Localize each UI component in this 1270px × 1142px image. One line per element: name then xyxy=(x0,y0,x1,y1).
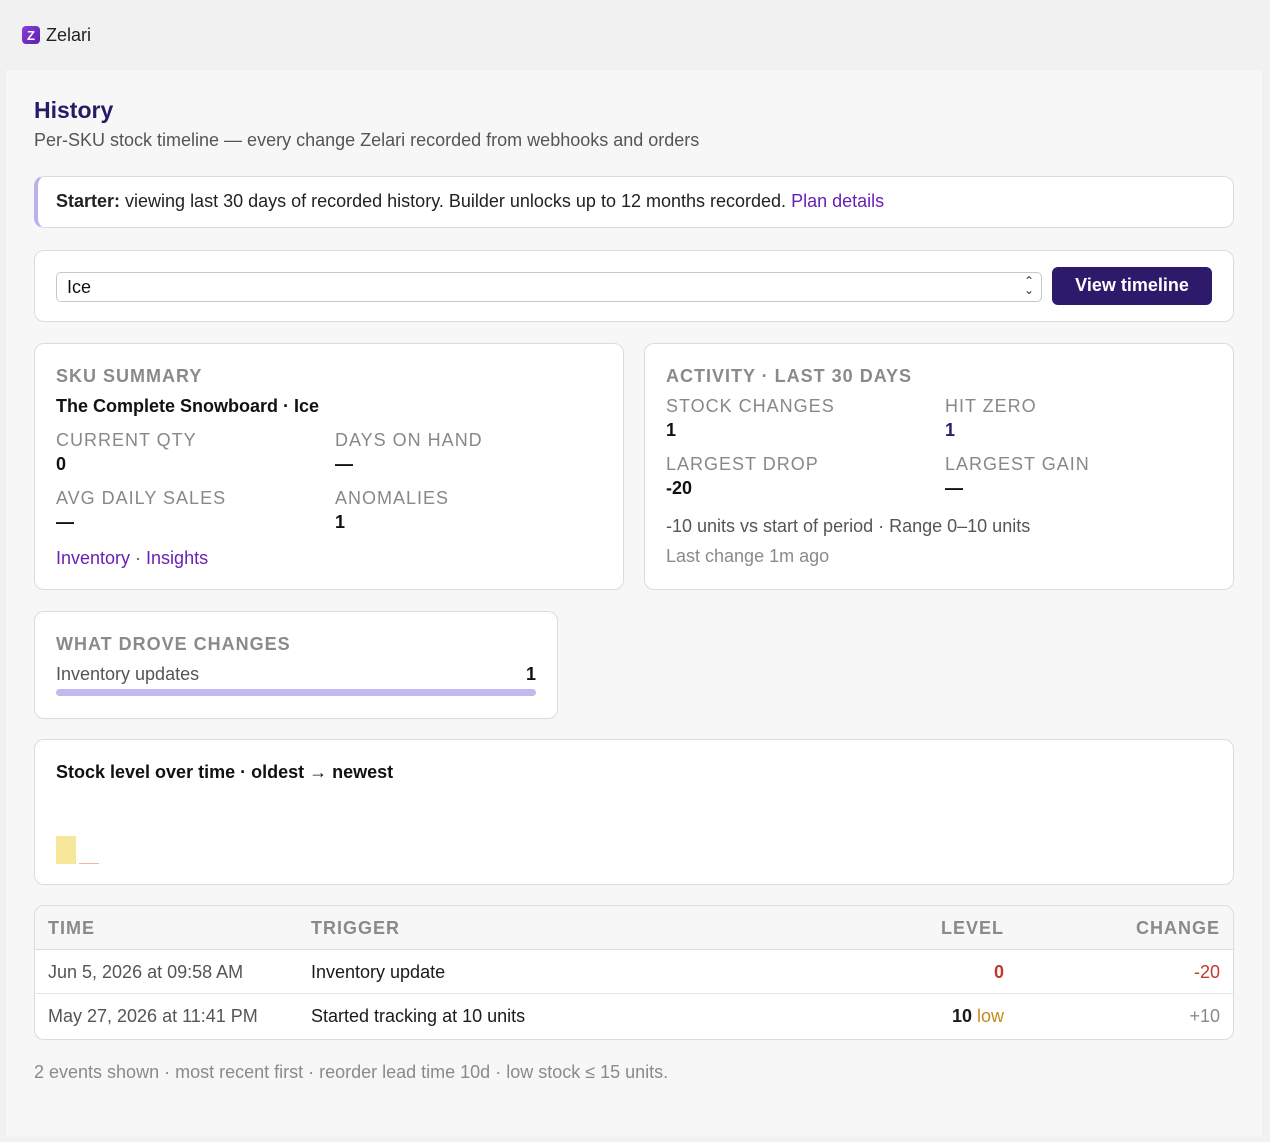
row-level: 10 low xyxy=(952,1006,1004,1027)
row-trigger: Started tracking at 10 units xyxy=(311,1006,526,1026)
row-change: +10 xyxy=(1189,1006,1220,1026)
sku-links: Inventory · Insights xyxy=(56,548,208,569)
anomalies-value: 1 xyxy=(335,512,346,532)
sku-select-value: Ice xyxy=(67,277,92,297)
history-page: History Per-SKU stock timeline — every c… xyxy=(6,70,1262,1136)
link-separator: · xyxy=(130,548,147,568)
col-time-header: TIME xyxy=(48,918,95,938)
sku-summary-card: SKU SUMMARY The Complete Snowboard · Ice… xyxy=(34,343,624,590)
col-change-header: CHANGE xyxy=(1135,918,1220,938)
history-table: TIME TRIGGER LEVEL CHANGE Jun 5, 2026 at… xyxy=(34,905,1234,1040)
days-on-hand-label: DAYS ON HAND xyxy=(335,430,483,450)
last-change-text: Last change 1m ago xyxy=(666,546,830,566)
plan-details-link[interactable]: Plan details xyxy=(791,191,885,211)
table-row: May 27, 2026 at 11:41 PM Started trackin… xyxy=(35,994,1233,1038)
avg-daily-sales-label: AVG DAILY SALES xyxy=(56,488,227,508)
row-level-value: 0 xyxy=(993,962,1004,982)
largest-drop-value: -20 xyxy=(666,478,693,498)
stock-changes-label: STOCK CHANGES xyxy=(666,396,835,416)
plan-banner: Starter: viewing last 30 days of recorde… xyxy=(34,176,1234,228)
row-level: 0 xyxy=(994,962,1004,983)
anomalies-label: ANOMALIES xyxy=(335,488,450,508)
sku-select[interactable]: Ice ⌃ ⌄ xyxy=(56,272,1042,302)
plan-banner-text: viewing last 30 days of recorded history… xyxy=(120,191,792,211)
sku-selector-card: Ice ⌃ ⌄ View timeline xyxy=(34,250,1234,322)
chart-bar xyxy=(56,836,76,864)
row-change: -20 xyxy=(1193,962,1220,982)
hit-zero-label: HIT ZERO xyxy=(945,396,1037,416)
largest-drop-label: LARGEST DROP xyxy=(666,454,819,474)
avg-daily-sales-value: — xyxy=(56,512,74,532)
page-subtitle: Per-SKU stock timeline — every change Ze… xyxy=(34,130,700,150)
days-on-hand-value: — xyxy=(335,454,353,474)
sku-product-name: The Complete Snowboard · Ice xyxy=(56,396,320,416)
low-stock-tag: low xyxy=(976,1006,1004,1026)
select-arrows-icon: ⌃ ⌄ xyxy=(1023,274,1034,297)
driver-bar-fill xyxy=(56,689,536,696)
driver-label: Inventory updates xyxy=(56,664,200,684)
stock-chart-card: Stock level over time · oldest → newest xyxy=(34,739,1234,885)
page-title: History xyxy=(34,97,114,123)
drivers-heading: WHAT DROVE CHANGES xyxy=(56,634,291,654)
activity-summary: -10 units vs start of period · Range 0–1… xyxy=(666,516,1031,536)
hit-zero-value: 1 xyxy=(945,420,956,440)
activity-heading: ACTIVITY · LAST 30 DAYS xyxy=(666,366,913,386)
zelari-logo-icon[interactable]: Z xyxy=(22,26,40,44)
sku-summary-heading: SKU SUMMARY xyxy=(56,366,203,386)
chart-plot-area xyxy=(56,820,1206,864)
row-level-value: 10 xyxy=(951,1006,972,1026)
table-header: TIME TRIGGER LEVEL CHANGE xyxy=(35,906,1233,950)
chart-bar xyxy=(79,863,99,864)
current-qty-label: CURRENT QTY xyxy=(56,430,197,450)
col-level-header: LEVEL xyxy=(940,918,1004,938)
inventory-link[interactable]: Inventory xyxy=(56,548,131,568)
drivers-card: WHAT DROVE CHANGES Inventory updates 1 xyxy=(34,611,558,719)
view-timeline-button[interactable]: View timeline xyxy=(1052,267,1212,305)
largest-gain-value: — xyxy=(945,478,963,498)
row-time: May 27, 2026 at 11:41 PM xyxy=(48,1006,258,1026)
driver-count: 1 xyxy=(525,664,536,684)
driver-bar-track xyxy=(56,689,536,696)
top-bar: Z Zelari xyxy=(0,0,1270,70)
chart-title: Stock level over time · oldest → newest xyxy=(56,762,394,782)
stock-changes-value: 1 xyxy=(666,420,677,440)
app-name[interactable]: Zelari xyxy=(46,24,92,45)
plan-name: Starter: xyxy=(56,191,121,211)
table-row: Jun 5, 2026 at 09:58 AM Inventory update… xyxy=(35,950,1233,994)
col-trigger-header: TRIGGER xyxy=(311,918,401,938)
activity-card: ACTIVITY · LAST 30 DAYS STOCK CHANGES 1 … xyxy=(644,343,1234,590)
largest-gain-label: LARGEST GAIN xyxy=(945,454,1090,474)
current-qty-value: 0 xyxy=(56,454,67,474)
row-trigger: Inventory update xyxy=(311,962,446,982)
insights-link[interactable]: Insights xyxy=(146,548,209,568)
row-time: Jun 5, 2026 at 09:58 AM xyxy=(48,962,244,982)
table-footer-note: 2 events shown · most recent first · reo… xyxy=(34,1062,669,1082)
